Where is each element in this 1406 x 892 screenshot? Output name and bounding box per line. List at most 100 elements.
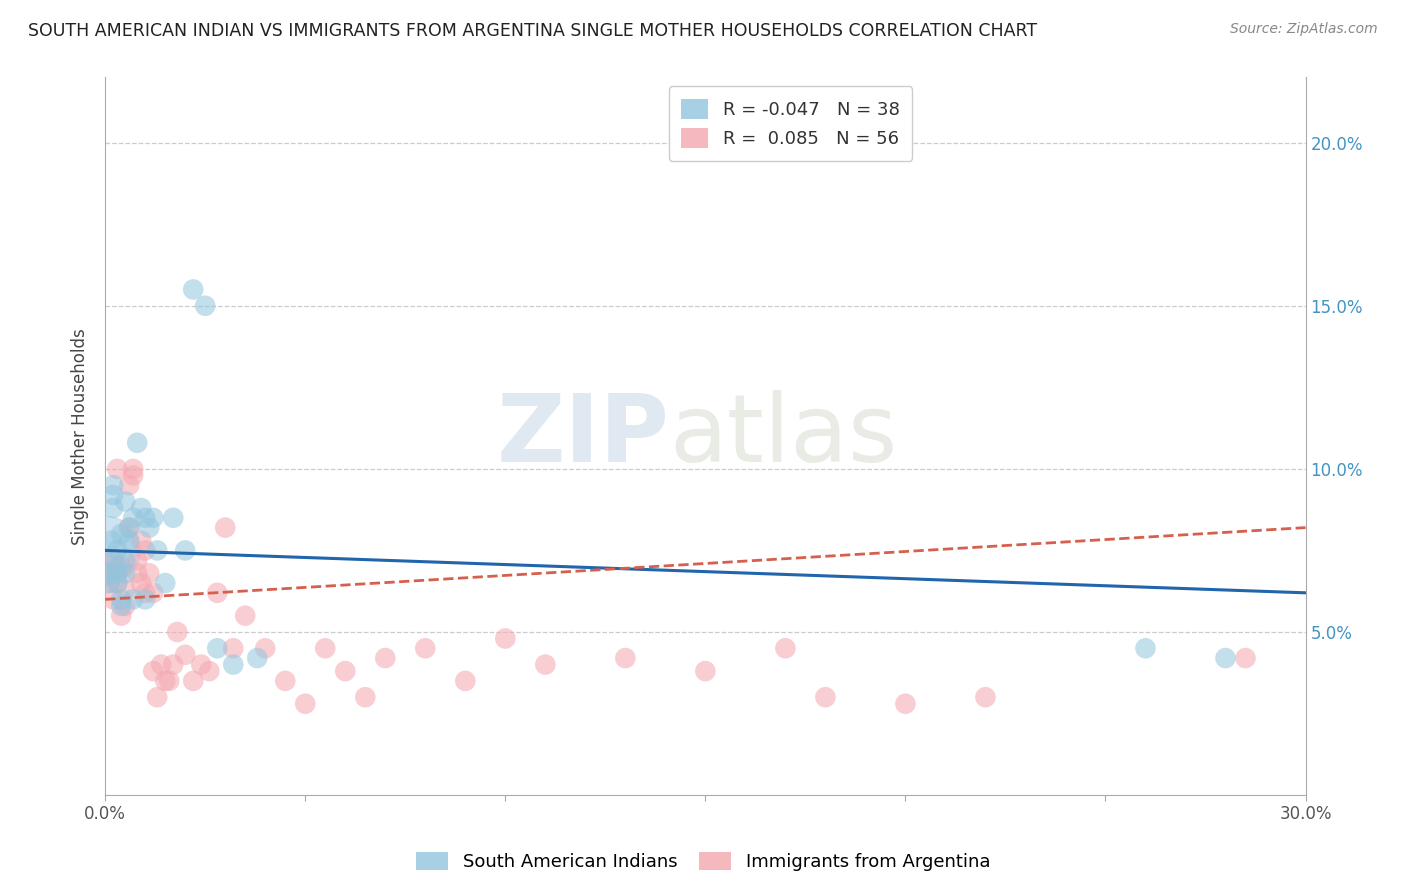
Point	[98, 566, 121, 581]
Point	[118, 520, 141, 534]
Point	[114, 494, 136, 508]
Point	[194, 299, 217, 313]
Point	[129, 576, 152, 591]
Point	[181, 673, 204, 688]
Point	[974, 690, 997, 705]
Point	[190, 657, 212, 672]
Legend: South American Indians, Immigrants from Argentina: South American Indians, Immigrants from …	[408, 845, 998, 879]
Point	[127, 435, 149, 450]
Point	[138, 520, 160, 534]
Y-axis label: Single Mother Households: Single Mother Households	[72, 328, 89, 545]
Point	[454, 673, 477, 688]
Point	[122, 462, 145, 476]
Point	[174, 648, 197, 662]
Point	[134, 543, 156, 558]
Point	[222, 657, 245, 672]
Point	[166, 624, 188, 639]
Point	[534, 657, 557, 672]
Point	[118, 533, 141, 548]
Point	[100, 533, 122, 548]
Point	[222, 641, 245, 656]
Point	[894, 697, 917, 711]
Point	[103, 592, 125, 607]
Point	[122, 468, 145, 483]
Point	[114, 582, 136, 597]
Point	[374, 651, 396, 665]
Point	[274, 673, 297, 688]
Point	[775, 641, 797, 656]
Point	[207, 641, 229, 656]
Point	[142, 510, 165, 524]
Point	[114, 599, 136, 613]
Point	[103, 501, 125, 516]
Text: Source: ZipAtlas.com: Source: ZipAtlas.com	[1230, 22, 1378, 37]
Point	[103, 553, 125, 567]
Point	[162, 657, 184, 672]
Point	[98, 566, 121, 581]
Point	[122, 592, 145, 607]
Point	[181, 283, 204, 297]
Point	[122, 510, 145, 524]
Point	[110, 527, 132, 541]
Point	[98, 576, 121, 591]
Point	[207, 586, 229, 600]
Point	[614, 651, 637, 665]
Point	[105, 576, 128, 591]
Point	[246, 651, 269, 665]
Point	[105, 566, 128, 581]
Point	[695, 664, 717, 678]
Point	[114, 553, 136, 567]
Point	[1135, 641, 1157, 656]
Point	[105, 559, 128, 574]
Point	[105, 566, 128, 581]
Point	[1234, 651, 1257, 665]
Point	[129, 533, 152, 548]
Point	[335, 664, 357, 678]
Point	[110, 559, 132, 574]
Point	[110, 608, 132, 623]
Point	[254, 641, 277, 656]
Point	[174, 543, 197, 558]
Point	[127, 566, 149, 581]
Point	[114, 566, 136, 581]
Point	[134, 586, 156, 600]
Point	[142, 664, 165, 678]
Point	[127, 553, 149, 567]
Point	[146, 543, 169, 558]
Point	[94, 543, 117, 558]
Point	[103, 478, 125, 492]
Point	[96, 553, 118, 567]
Point	[294, 697, 316, 711]
Text: SOUTH AMERICAN INDIAN VS IMMIGRANTS FROM ARGENTINA SINGLE MOTHER HOUSEHOLDS CORR: SOUTH AMERICAN INDIAN VS IMMIGRANTS FROM…	[28, 22, 1038, 40]
Point	[155, 673, 177, 688]
Point	[162, 510, 184, 524]
Point	[134, 592, 156, 607]
Point	[118, 478, 141, 492]
Point	[413, 641, 436, 656]
Point	[110, 592, 132, 607]
Point	[155, 576, 177, 591]
Point	[157, 673, 180, 688]
Legend: R = -0.047   N = 38, R =  0.085   N = 56: R = -0.047 N = 38, R = 0.085 N = 56	[669, 87, 912, 161]
Point	[814, 690, 837, 705]
Point	[198, 664, 221, 678]
Text: atlas: atlas	[669, 391, 897, 483]
Point	[138, 566, 160, 581]
Point	[146, 690, 169, 705]
Point	[118, 520, 141, 534]
Point	[129, 501, 152, 516]
Point	[98, 576, 121, 591]
Point	[233, 608, 256, 623]
Text: ZIP: ZIP	[496, 391, 669, 483]
Point	[150, 657, 173, 672]
Point	[105, 543, 128, 558]
Point	[110, 599, 132, 613]
Point	[105, 462, 128, 476]
Point	[142, 586, 165, 600]
Point	[314, 641, 336, 656]
Point	[105, 576, 128, 591]
Point	[103, 488, 125, 502]
Point	[1215, 651, 1237, 665]
Point	[354, 690, 377, 705]
Point	[134, 510, 156, 524]
